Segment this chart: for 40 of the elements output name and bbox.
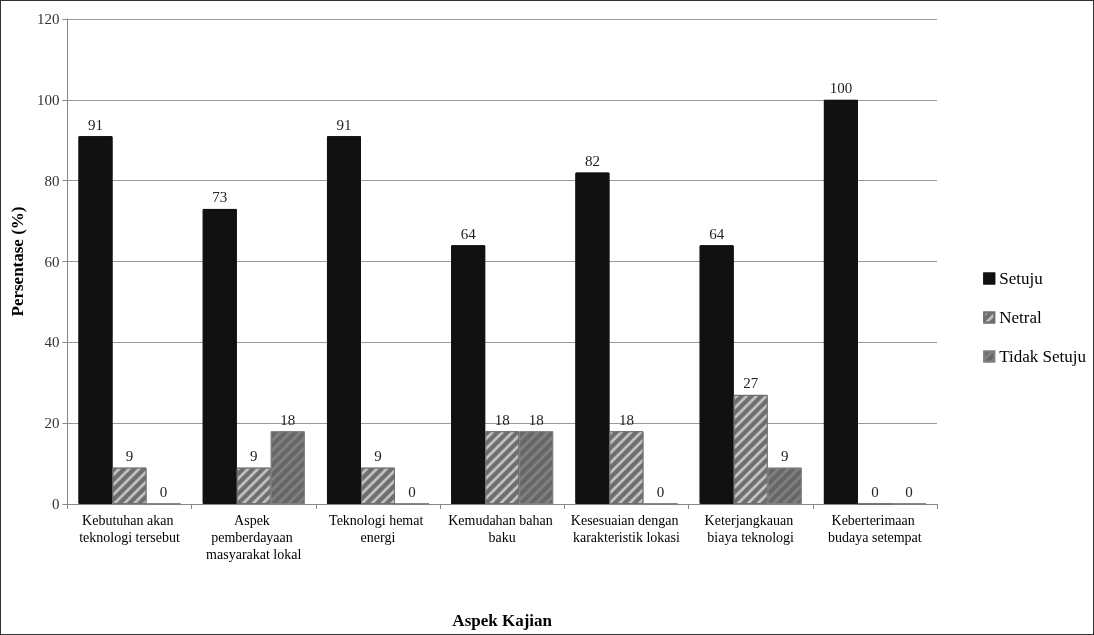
x-tick-label: Keterjangkauan biaya teknologi bbox=[704, 513, 797, 545]
data-label: 9 bbox=[125, 448, 134, 465]
data-label: 73 bbox=[212, 189, 228, 206]
x-tick-label: Teknologi hemat energi bbox=[329, 513, 427, 545]
legend-label: Netral bbox=[999, 308, 1042, 327]
y-tick-label: 40 bbox=[44, 334, 60, 351]
data-label: 9 bbox=[249, 448, 258, 465]
x-tick-label: Kebutuhan akan teknologi tersebut bbox=[79, 513, 180, 545]
x-tick-label: Kemudahan bahan baku bbox=[448, 513, 557, 545]
legend-label: Tidak Setuju bbox=[999, 347, 1087, 366]
data-label: 0 bbox=[905, 484, 913, 500]
data-label: 91 bbox=[88, 116, 104, 133]
data-label: 18 bbox=[280, 411, 296, 428]
data-label: 100 bbox=[829, 80, 853, 97]
data-label: 91 bbox=[336, 116, 352, 133]
data-label: 9 bbox=[780, 448, 789, 465]
y-tick-label: 80 bbox=[44, 172, 60, 189]
y-tick-label: 20 bbox=[44, 415, 60, 432]
data-label: 18 bbox=[618, 411, 634, 428]
legend-label: Setuju bbox=[999, 269, 1044, 288]
data-label: 0 bbox=[871, 484, 879, 500]
y-axis-title: Persentase (%) bbox=[8, 206, 27, 317]
data-label: 0 bbox=[408, 484, 416, 500]
data-label: 82 bbox=[584, 153, 600, 170]
data-label: 9 bbox=[374, 448, 382, 465]
x-tick-label: Aspek pemberdayaan masyarakat lokal bbox=[206, 513, 302, 562]
x-axis-title: Aspek Kajian bbox=[452, 611, 553, 630]
data-label: 64 bbox=[709, 225, 725, 242]
data-label: 18 bbox=[528, 411, 544, 428]
data-label: 27 bbox=[743, 375, 759, 392]
data-label: 0 bbox=[656, 484, 665, 500]
data-label: 64 bbox=[460, 225, 477, 242]
data-label: 18 bbox=[494, 411, 510, 428]
data-label: 0 bbox=[159, 484, 168, 500]
x-tick-label: Kesesuaian dengan karakteristik lokasi bbox=[570, 513, 683, 545]
y-tick-label: 100 bbox=[36, 91, 60, 108]
x-tick-label: Keberterimaan budaya setempat bbox=[828, 513, 922, 545]
y-tick-label: 0 bbox=[51, 496, 60, 512]
y-tick-label: 60 bbox=[44, 253, 60, 270]
y-tick-label: 120 bbox=[36, 11, 60, 27]
